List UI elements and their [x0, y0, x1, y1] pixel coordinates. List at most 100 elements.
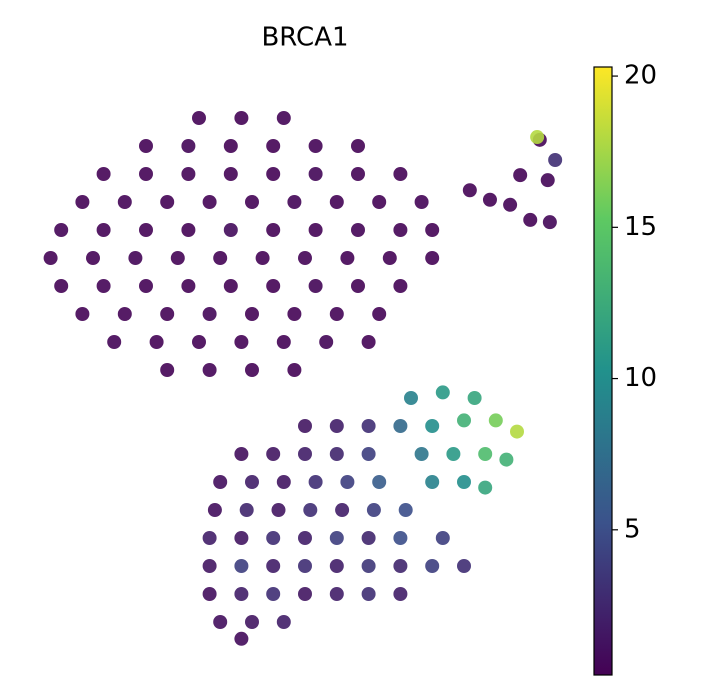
point: [245, 475, 259, 489]
point: [266, 447, 281, 461]
point: [329, 531, 344, 545]
point: [202, 531, 217, 545]
point: [266, 223, 281, 237]
point: [276, 335, 291, 349]
point: [107, 335, 122, 349]
point: [372, 195, 387, 209]
point: [548, 153, 563, 167]
point: [329, 447, 344, 461]
point: [340, 251, 355, 265]
points: [43, 111, 563, 646]
point: [75, 307, 90, 321]
point: [329, 587, 344, 601]
point: [266, 139, 281, 153]
point: [393, 167, 408, 181]
point: [308, 223, 323, 237]
point: [457, 559, 471, 573]
point: [192, 335, 206, 349]
point: [340, 475, 355, 489]
point: [462, 183, 477, 198]
point: [351, 279, 365, 293]
point: [308, 139, 323, 153]
point: [266, 559, 281, 573]
point: [361, 587, 376, 601]
point: [234, 111, 249, 125]
point: [530, 130, 545, 145]
point: [372, 475, 387, 489]
point: [160, 195, 175, 209]
point: [276, 111, 291, 125]
point: [202, 587, 217, 601]
point: [245, 615, 259, 629]
point: [382, 251, 397, 265]
point: [467, 391, 482, 405]
point: [202, 307, 217, 321]
point: [435, 531, 450, 545]
point: [446, 447, 461, 461]
point: [223, 139, 238, 153]
point: [54, 279, 69, 293]
point: [425, 559, 440, 573]
point: [213, 475, 228, 489]
point: [245, 195, 259, 209]
point: [542, 215, 557, 230]
point: [181, 139, 196, 153]
point: [266, 279, 281, 293]
point: [393, 531, 408, 545]
point: [234, 587, 249, 601]
point: [499, 452, 514, 467]
point: [393, 559, 408, 573]
point: [213, 615, 228, 629]
point: [245, 307, 259, 321]
point: [351, 167, 365, 181]
point: [329, 559, 344, 573]
point: [398, 503, 413, 517]
point: [276, 615, 291, 629]
point: [319, 335, 334, 349]
point: [361, 447, 376, 461]
point: [271, 503, 286, 517]
chart-title: BRCA1: [261, 23, 348, 53]
point: [234, 631, 249, 646]
point: [223, 279, 238, 293]
point: [117, 195, 132, 209]
point: [181, 223, 196, 237]
point: [266, 167, 281, 181]
point: [117, 307, 132, 321]
point: [540, 173, 555, 188]
point: [513, 168, 528, 183]
point: [202, 559, 217, 573]
point: [361, 335, 376, 349]
point: [245, 363, 259, 377]
point: [308, 279, 323, 293]
point: [372, 307, 387, 321]
point: [234, 447, 249, 461]
point: [139, 279, 153, 293]
point: [181, 279, 196, 293]
point: [139, 139, 153, 153]
point: [435, 385, 450, 400]
point: [414, 195, 429, 209]
point: [366, 503, 381, 517]
point: [303, 503, 318, 517]
point: [234, 559, 249, 573]
point: [86, 251, 100, 265]
point: [239, 503, 254, 517]
point: [287, 363, 302, 377]
point: [128, 251, 143, 265]
point: [202, 363, 217, 377]
point: [298, 447, 312, 461]
point: [96, 279, 111, 293]
point: [213, 251, 228, 265]
point: [308, 167, 323, 181]
point: [351, 223, 365, 237]
point: [478, 480, 493, 495]
point: [43, 251, 58, 265]
point: [287, 195, 302, 209]
point: [329, 307, 344, 321]
point: [488, 413, 503, 428]
point: [361, 419, 376, 433]
point: [329, 195, 344, 209]
point: [96, 223, 111, 237]
point: [393, 419, 408, 433]
